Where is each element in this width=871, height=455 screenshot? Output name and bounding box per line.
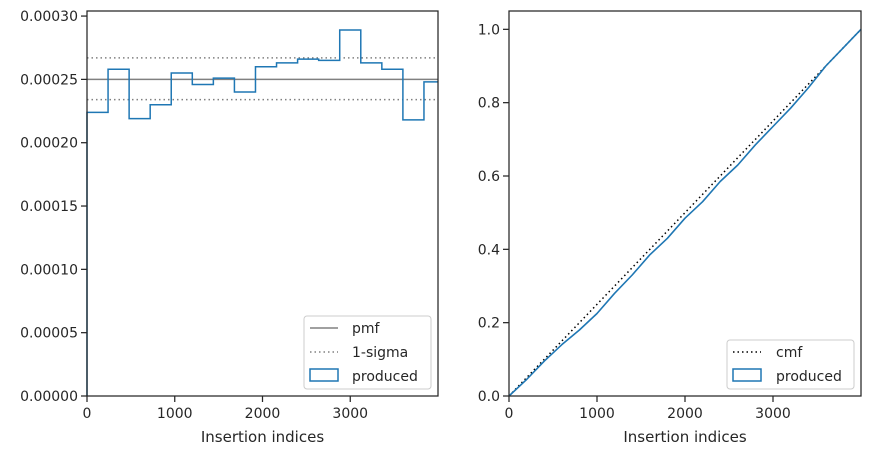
pmf-y-tick-label: 0.00015	[20, 199, 78, 215]
cmf-x-tick-label: 1000	[579, 406, 615, 422]
pmf-x-axis-label: Insertion indices	[201, 428, 324, 446]
cmf-legend-cmf-label: cmf	[776, 345, 803, 361]
pmf-x-tick-label: 3000	[332, 406, 368, 422]
cmf-x-ticks: 0 1000 2000 3000	[505, 396, 791, 422]
produced-cumulative-line	[508, 28, 862, 397]
pmf-x-tick-label: 1000	[157, 406, 193, 422]
pmf-legend-produced-swatch	[309, 368, 339, 382]
cmf-legend: cmf produced	[726, 339, 855, 390]
cmf-x-tick-label: 0	[505, 406, 514, 422]
cmf-y-tick-label: 0.6	[478, 169, 500, 185]
pmf-y-ticks: 0.00000 0.00005 0.00010 0.00015 0.00020 0.000…	[20, 9, 87, 405]
produced-histogram-step	[86, 29, 438, 396]
pmf-legend-sigma-label: 1-sigma	[352, 345, 408, 361]
pmf-legend-pmf-label: pmf	[352, 321, 381, 337]
pmf-x-tick-label: 2000	[245, 406, 281, 422]
pmf-legend: pmf 1-sigma produced	[303, 315, 432, 390]
pmf-y-tick-label: 0.00030	[20, 9, 78, 25]
pmf-x-tick-label: 0	[83, 406, 92, 422]
pmf-y-tick-label: 0.00020	[20, 136, 78, 152]
cmf-legend-box	[726, 339, 855, 390]
cmf-x-tick-label: 2000	[667, 406, 703, 422]
pmf-legend-box	[303, 315, 432, 390]
cmf-y-tick-label: 0.8	[478, 96, 500, 112]
pmf-legend-produced-label: produced	[352, 369, 418, 385]
cmf-legend-produced-label: produced	[776, 369, 842, 385]
pmf-y-tick-label: 0.00000	[20, 389, 78, 405]
pmf-plot-area	[86, 29, 438, 396]
cmf-legend-produced-swatch	[732, 368, 762, 382]
pmf-y-tick-label: 0.00025	[20, 72, 78, 88]
pmf-x-ticks: 0 1000 2000 3000	[83, 396, 368, 422]
cmf-y-tick-label: 0.4	[478, 242, 500, 258]
pmf-y-tick-label: 0.00005	[20, 326, 78, 342]
cmf-y-ticks: 0.0 0.2 0.4 0.6 0.8 1.0	[478, 22, 509, 405]
cmf-x-tick-label: 3000	[755, 406, 791, 422]
pmf-y-tick-label: 0.00010	[20, 262, 78, 278]
cmf-y-tick-label: 0.0	[478, 389, 500, 405]
cmf-reference-line	[508, 28, 862, 397]
cmf-y-tick-label: 1.0	[478, 22, 500, 38]
cmf-plot-area	[508, 28, 862, 397]
cmf-panel: 0.0 0.2 0.4 0.6 0.8 1.0 0 1000 2000 3000 Inserti…	[478, 10, 862, 446]
cmf-y-tick-label: 0.2	[478, 316, 500, 332]
cmf-x-axis-label: Insertion indices	[623, 428, 746, 446]
pmf-panel: 0.00000 0.00005 0.00010 0.00015 0.00020 0.000…	[20, 9, 439, 446]
